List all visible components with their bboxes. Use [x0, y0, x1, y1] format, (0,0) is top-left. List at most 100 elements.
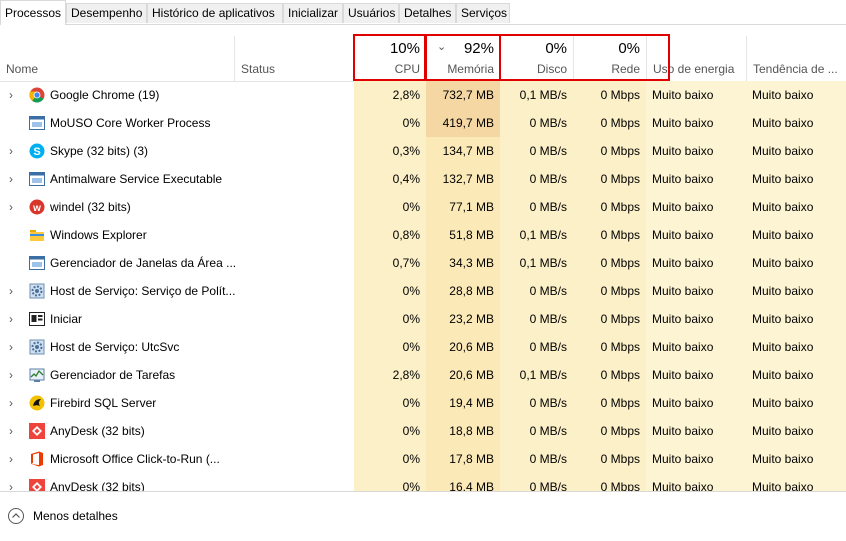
- chrome-icon: [29, 87, 45, 103]
- header-trend-label: Tendência de ...: [753, 62, 838, 76]
- header-cpu-label: CPU: [394, 62, 420, 76]
- power-cell: Muito baixo: [646, 221, 746, 249]
- expand-chevron-icon[interactable]: ›: [9, 396, 13, 410]
- process-row[interactable]: › Host de Serviço: UtcSvc 0% 20,6 MB 0 MB/s 0…: [0, 333, 846, 361]
- tab-detalhes[interactable]: Detalhes: [399, 3, 456, 23]
- expand-chevron-icon[interactable]: ›: [9, 88, 13, 102]
- header-name[interactable]: Nome: [0, 36, 234, 81]
- header-memory[interactable]: ⌄ 92% Memória: [426, 36, 500, 81]
- expand-chevron-icon[interactable]: ›: [9, 340, 13, 354]
- power-cell: Muito baixo: [646, 249, 746, 277]
- window-app-icon: [29, 115, 45, 131]
- expand-chevron-icon[interactable]: ›: [9, 144, 13, 158]
- process-row[interactable]: › Microsoft Office Click-to-Run (... 0% 17,…: [0, 445, 846, 473]
- header-status-label: Status: [241, 62, 276, 76]
- header-memory-label: Memória: [447, 62, 494, 76]
- tab-usuarios[interactable]: Usuários: [343, 3, 399, 23]
- expand-chevron-icon[interactable]: ›: [9, 480, 13, 491]
- header-power[interactable]: Uso de energia: [646, 36, 746, 81]
- process-name: MoUSO Core Worker Process: [50, 116, 211, 130]
- cpu-cell: 0%: [354, 277, 426, 305]
- cpu-cell: 0%: [354, 109, 426, 137]
- power-cell: Muito baixo: [646, 165, 746, 193]
- network-cell: 0 Mbps: [573, 137, 646, 165]
- tab-processos[interactable]: Processos: [0, 0, 66, 25]
- cpu-cell: 0%: [354, 445, 426, 473]
- expand-chevron-icon[interactable]: ›: [9, 368, 13, 382]
- process-row[interactable]: › AnyDesk (32 bits) 0% 18,8 MB 0 MB/s 0 Mbps M…: [0, 417, 846, 445]
- svg-text:S: S: [33, 146, 40, 158]
- process-name: Microsoft Office Click-to-Run (...: [50, 452, 220, 466]
- expand-chevron-icon[interactable]: ›: [9, 312, 13, 326]
- cpu-cell: 0%: [354, 193, 426, 221]
- tab-inicializar[interactable]: Inicializar: [283, 3, 343, 23]
- memory-total: 92%: [463, 40, 494, 57]
- expand-chevron-icon[interactable]: ›: [9, 200, 13, 214]
- power-cell: Muito baixo: [646, 473, 746, 491]
- highlight-box-disk-network: [499, 34, 670, 81]
- trend-cell: Muito baixo: [746, 333, 846, 361]
- tab-servicos[interactable]: Serviços: [456, 3, 510, 23]
- skype-icon: S: [29, 143, 45, 159]
- process-row[interactable]: › Host de Serviço: Serviço de Polít... 0% 2…: [0, 277, 846, 305]
- highlight-box-memory: [425, 34, 501, 81]
- header-network[interactable]: 0% Rede: [573, 36, 646, 81]
- process-name: Firebird SQL Server: [50, 396, 157, 410]
- process-row[interactable]: › w windel (32 bits) 0% 77,1 MB 0 MB/s 0 Mbps M…: [0, 193, 846, 221]
- process-row[interactable]: › Iniciar 0% 23,2 MB 0 MB/s 0 Mbps Muito baixo…: [0, 305, 846, 333]
- disk-cell: 0 MB/s: [500, 333, 573, 361]
- power-cell: Muito baixo: [646, 277, 746, 305]
- tab-desempenho[interactable]: Desempenho: [66, 3, 147, 23]
- disk-cell: 0 MB/s: [500, 137, 573, 165]
- memory-cell: 28,8 MB: [426, 277, 500, 305]
- trend-cell: Muito baixo: [746, 389, 846, 417]
- task-manager-icon: [29, 367, 45, 383]
- header-trend[interactable]: Tendência de ...: [746, 36, 846, 81]
- power-cell: Muito baixo: [646, 389, 746, 417]
- cpu-cell: 0,7%: [354, 249, 426, 277]
- start-icon: [29, 311, 45, 327]
- memory-cell: 134,7 MB: [426, 137, 500, 165]
- trend-cell: Muito baixo: [746, 445, 846, 473]
- anydesk-icon: [29, 423, 45, 439]
- process-row[interactable]: › Gerenciador de Tarefas 2,8% 20,6 MB 0,1 MB…: [0, 361, 846, 389]
- expand-chevron-icon[interactable]: ›: [9, 284, 13, 298]
- process-row[interactable]: › Antimalware Service Executable 0,4% 132,7…: [0, 165, 846, 193]
- power-cell: Muito baixo: [646, 109, 746, 137]
- network-cell: 0 Mbps: [573, 333, 646, 361]
- network-cell: 0 Mbps: [573, 417, 646, 445]
- disk-cell: 0 MB/s: [500, 109, 573, 137]
- chevron-up-circle-icon[interactable]: [8, 508, 24, 524]
- trend-cell: Muito baixo: [746, 305, 846, 333]
- process-row[interactable]: Windows Explorer 0,8% 51,8 MB 0,1 MB/s 0 Mbp…: [0, 221, 846, 249]
- header-power-label: Uso de energia: [653, 62, 735, 76]
- trend-cell: Muito baixo: [746, 249, 846, 277]
- fewer-details-link[interactable]: Menos detalhes: [33, 509, 118, 523]
- disk-cell: 0,1 MB/s: [500, 81, 573, 109]
- disk-cell: 0 MB/s: [500, 277, 573, 305]
- process-name: Gerenciador de Tarefas: [50, 368, 176, 382]
- memory-cell: 16,4 MB: [426, 473, 500, 491]
- process-row[interactable]: › Google Chrome (19) 2,8% 732,7 MB 0,1 MB/s 0…: [0, 81, 846, 109]
- expand-chevron-icon[interactable]: ›: [9, 424, 13, 438]
- process-row[interactable]: MoUSO Core Worker Process 0% 419,7 MB 0 MB/…: [0, 109, 846, 137]
- tab-historico[interactable]: Histórico de aplicativos: [147, 3, 283, 23]
- network-cell: 0 Mbps: [573, 193, 646, 221]
- cpu-cell: 0,8%: [354, 221, 426, 249]
- office-icon: [29, 451, 45, 467]
- tab-bar: Processos Desempenho Histórico de aplica…: [0, 0, 846, 25]
- expand-chevron-icon[interactable]: ›: [9, 452, 13, 466]
- disk-total: 0%: [545, 40, 567, 57]
- network-cell: 0 Mbps: [573, 305, 646, 333]
- network-cell: 0 Mbps: [573, 389, 646, 417]
- process-row[interactable]: › AnyDesk (32 bits) 0% 16,4 MB 0 MB/s 0 Mbps M…: [0, 473, 846, 491]
- memory-cell: 51,8 MB: [426, 221, 500, 249]
- power-cell: Muito baixo: [646, 361, 746, 389]
- process-row[interactable]: › S Skype (32 bits) (3) 0,3% 134,7 MB 0 MB/s 0…: [0, 137, 846, 165]
- expand-chevron-icon[interactable]: ›: [9, 172, 13, 186]
- process-row[interactable]: Gerenciador de Janelas da Área ... 0,7% 34…: [0, 249, 846, 277]
- header-status[interactable]: Status: [234, 36, 354, 81]
- process-row[interactable]: › Firebird SQL Server 0% 19,4 MB 0 MB/s 0 Mbp…: [0, 389, 846, 417]
- memory-cell: 20,6 MB: [426, 333, 500, 361]
- disk-cell: 0,1 MB/s: [500, 221, 573, 249]
